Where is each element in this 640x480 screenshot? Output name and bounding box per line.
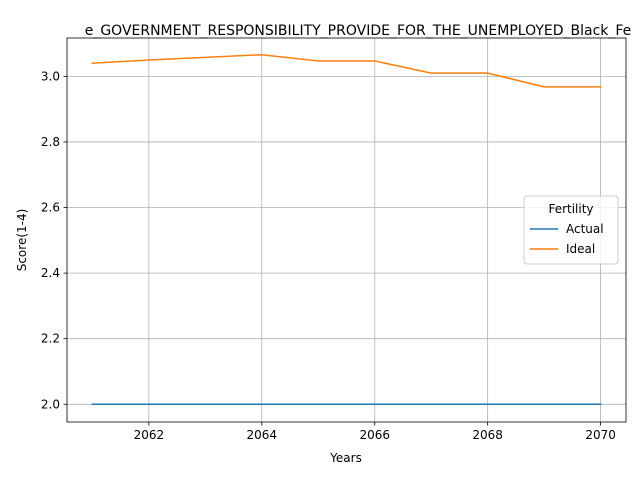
y-tick-label: 2.6 bbox=[41, 201, 60, 215]
x-tick-label: 2070 bbox=[585, 428, 616, 442]
legend-label-ideal: Ideal bbox=[566, 242, 595, 256]
chart-title: e_GOVERNMENT_RESPONSIBILITY_PROVIDE_FOR_… bbox=[85, 23, 632, 39]
x-tick-label: 2068 bbox=[472, 428, 503, 442]
series-lines bbox=[91, 53, 602, 406]
axis-ticks: 2062 2064 2066 2068 2070 2.0 2.2 2.4 2.6 2.8 3.0 bbox=[41, 69, 616, 442]
x-tick-label: 2066 bbox=[359, 428, 390, 442]
y-tick-label: 2.4 bbox=[41, 266, 60, 280]
grid-lines bbox=[67, 38, 626, 422]
y-tick-label: 2.8 bbox=[41, 135, 60, 149]
x-tick-label: 2064 bbox=[247, 428, 278, 442]
y-tick-label: 3.0 bbox=[41, 69, 60, 83]
y-axis-label: Score(1-4) bbox=[15, 209, 29, 272]
legend-label-actual: Actual bbox=[566, 222, 604, 236]
y-tick-label: 2.0 bbox=[41, 397, 60, 411]
legend: Fertility Actual Ideal bbox=[523, 195, 619, 265]
x-axis-label: Years bbox=[329, 451, 362, 465]
x-tick-label: 2062 bbox=[134, 428, 165, 442]
legend-title: Fertility bbox=[548, 202, 593, 216]
plot-frame bbox=[66, 37, 627, 423]
legend-box bbox=[523, 195, 619, 265]
series-line-ideal bbox=[91, 53, 602, 88]
y-tick-label: 2.2 bbox=[41, 332, 60, 346]
